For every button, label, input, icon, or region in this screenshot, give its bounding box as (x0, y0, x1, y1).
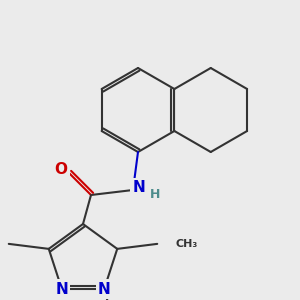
Text: N: N (133, 181, 146, 196)
Text: O: O (55, 161, 68, 176)
Text: N: N (98, 282, 110, 297)
Text: N: N (56, 282, 68, 297)
Text: CH₃: CH₃ (175, 239, 197, 249)
Text: H: H (150, 188, 160, 200)
